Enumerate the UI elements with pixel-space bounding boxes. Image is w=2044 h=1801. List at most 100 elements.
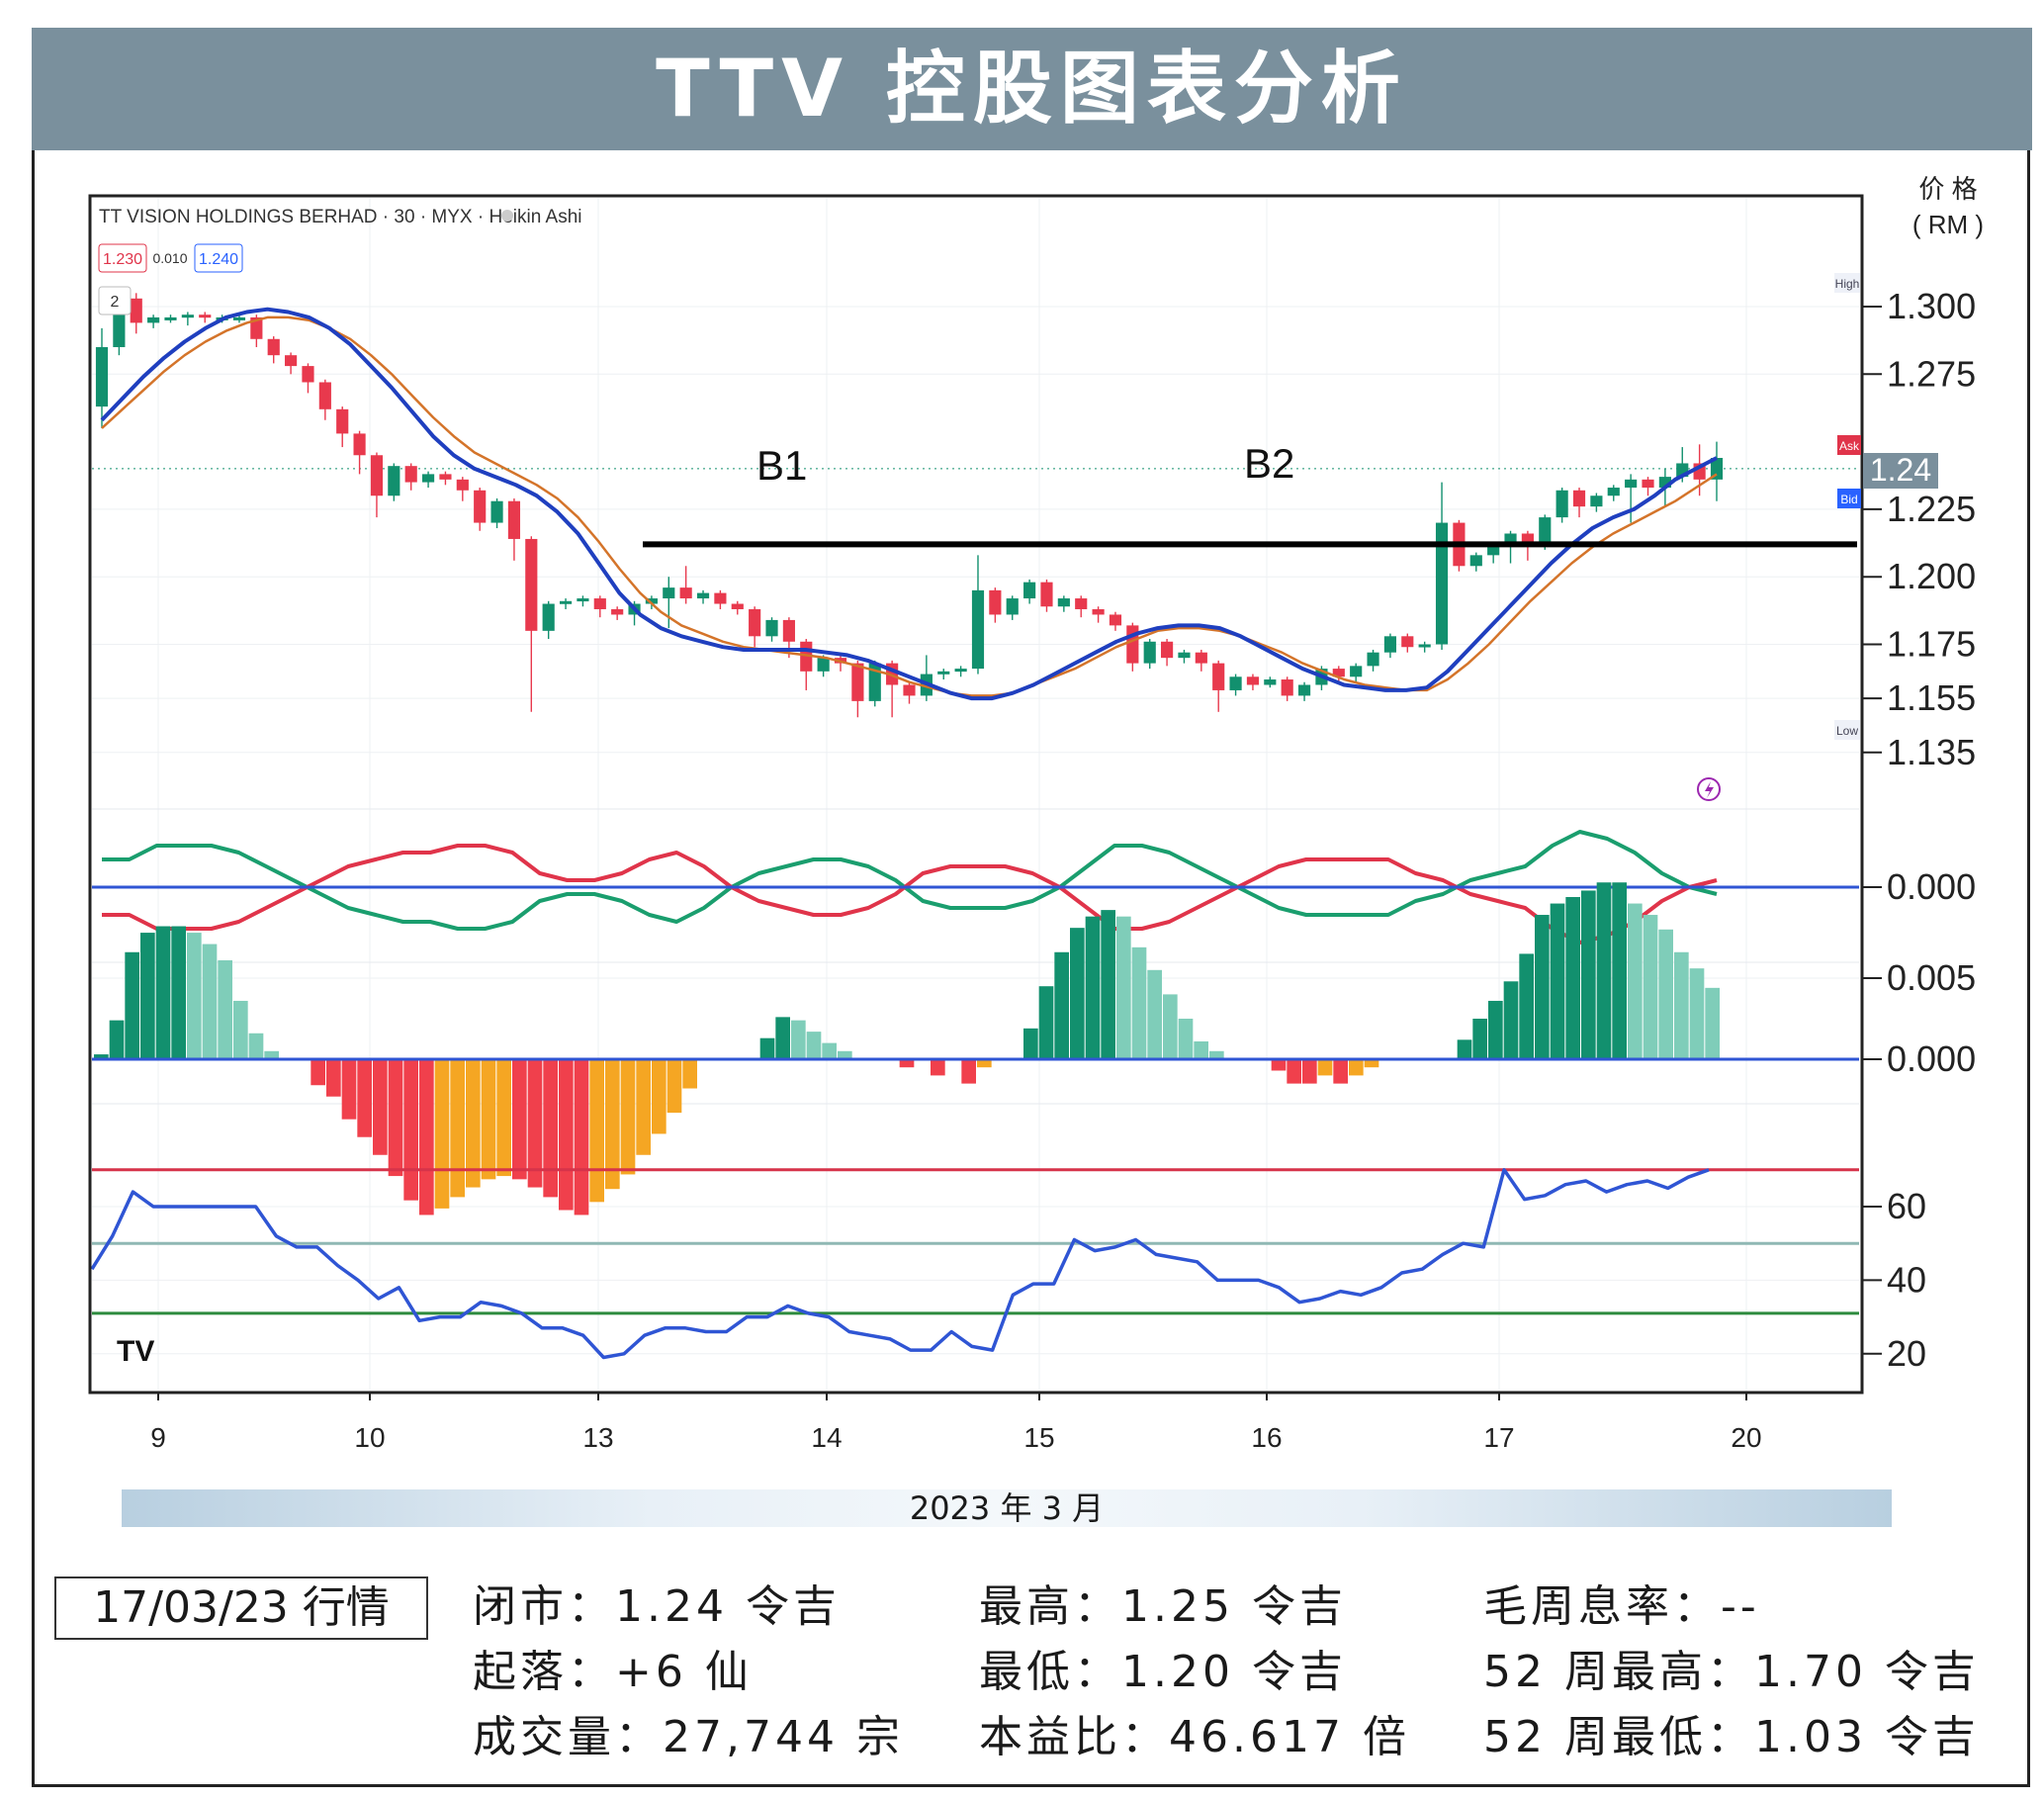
candle-body [851, 663, 864, 701]
histogram-bar [605, 1059, 620, 1190]
candle-body [388, 466, 400, 496]
moving-average-blue [100, 307, 1718, 701]
candle-body [1195, 652, 1207, 664]
histogram-bar [155, 926, 171, 1059]
axes: 9 10 13 14 15 16 17 20 1.300 1.275 1.225 1.200 1.175… [150, 286, 1976, 1453]
low-tag-text: Low [1836, 724, 1858, 738]
candle-body [318, 382, 331, 409]
histogram-bar [1658, 929, 1673, 1059]
histogram-bar [264, 1050, 279, 1059]
stat-volume: 成交量：27,744 宗 [473, 1712, 904, 1762]
histogram-bar [341, 1059, 357, 1120]
candle-body [868, 663, 881, 701]
histogram-bar [326, 1059, 341, 1097]
histogram-bar [1628, 903, 1643, 1059]
histogram-bar [202, 944, 218, 1059]
histogram-bar [1038, 986, 1054, 1059]
candle-body [1264, 679, 1277, 685]
histogram-bar [977, 1059, 992, 1068]
candle-body [611, 608, 624, 615]
histogram-bar [1163, 994, 1178, 1059]
current-price-tag [1863, 453, 1938, 489]
candle-body [439, 474, 452, 480]
histogram-bar [899, 1059, 915, 1068]
buy-price-box[interactable] [194, 243, 243, 273]
histogram-bar [1565, 897, 1580, 1059]
candle-body [971, 589, 985, 670]
histogram-bar [822, 1042, 837, 1059]
interval-select[interactable] [98, 286, 132, 315]
stat-52w-low: 52 周最低：1.03 令吉 [1483, 1712, 1980, 1762]
candle-body [1246, 676, 1260, 685]
candle-body [507, 500, 521, 539]
stat-dividend: 毛周息率：-- [1483, 1581, 1760, 1632]
candle-body [181, 315, 194, 318]
x-axis-label: 16 [1251, 1422, 1282, 1453]
candle-body [714, 592, 727, 604]
histogram-bar [1689, 968, 1705, 1059]
interval-value: 2 [111, 294, 120, 311]
histogram-bar [187, 933, 202, 1059]
x-axis-label: 17 [1483, 1422, 1514, 1453]
date-bar: 2023 年 3 月 [122, 1489, 1892, 1527]
candle-body [954, 669, 967, 673]
histogram-bar [667, 1059, 682, 1114]
histogram-bar [1349, 1059, 1364, 1076]
content-frame [32, 150, 2030, 1787]
high-tag [1834, 273, 1860, 293]
candle-body [1229, 676, 1242, 690]
candle-body [1092, 608, 1105, 615]
candle-body [1539, 517, 1552, 545]
lightning-icon [1705, 781, 1714, 798]
sell-price-box[interactable] [98, 243, 147, 273]
instrument-label: TT VISION HOLDINGS BERHAD · 30 · MYX · H… [99, 207, 581, 227]
histogram-bar [481, 1059, 496, 1180]
candle-body [1212, 663, 1225, 690]
candle-body [1658, 477, 1671, 489]
histogram-bar [1705, 987, 1720, 1059]
histogram-bar [311, 1059, 325, 1086]
histogram-bar [434, 1059, 450, 1209]
alert-icon[interactable] [1697, 777, 1721, 801]
histogram-bar [1317, 1059, 1333, 1076]
candle-body [903, 684, 916, 696]
histogram-bar [1488, 1000, 1503, 1059]
candle-body [1057, 598, 1070, 607]
histogram-bar [419, 1059, 434, 1216]
histogram-bar [652, 1059, 667, 1134]
candle-body [937, 671, 950, 675]
x-axis-label: 13 [582, 1422, 613, 1453]
buy-price: 1.240 [199, 251, 238, 268]
histogram-bar [496, 1059, 511, 1177]
candle-body [1642, 479, 1654, 489]
candle-body [1469, 555, 1482, 567]
y-axis-label-price: 1.135 [1887, 732, 1976, 772]
histogram-bar [466, 1059, 481, 1188]
stat-close: 闭市：1.24 令吉 [473, 1581, 841, 1632]
tradingview-logo: TV [117, 1335, 154, 1368]
candle-body [1023, 582, 1036, 599]
histogram-bar [931, 1059, 945, 1076]
candle-body [696, 592, 710, 599]
candle-body [302, 366, 314, 383]
price-panel [92, 293, 1859, 718]
current-price: 1.24 [1870, 452, 1931, 488]
candle-body [1075, 598, 1088, 609]
candle-body [1126, 625, 1139, 664]
stat-high: 最高：1.25 令吉 [979, 1581, 1347, 1632]
y-axis-label-rsi: 40 [1887, 1259, 1926, 1300]
candle-body [1607, 488, 1620, 496]
histogram-bar [559, 1059, 574, 1211]
histogram-bar [1364, 1059, 1379, 1068]
histogram-bar [1519, 953, 1534, 1059]
candle-body [164, 316, 177, 320]
x-axis-label: 20 [1731, 1422, 1761, 1453]
y-axis-label-price: 1.300 [1887, 286, 1976, 326]
candle-body [1143, 641, 1156, 664]
candle-body [577, 598, 589, 602]
candle-body [765, 619, 778, 637]
histogram-bar [1023, 1028, 1038, 1059]
candle-body [130, 298, 142, 323]
candle-body [1555, 490, 1568, 518]
candle-body [593, 598, 606, 609]
